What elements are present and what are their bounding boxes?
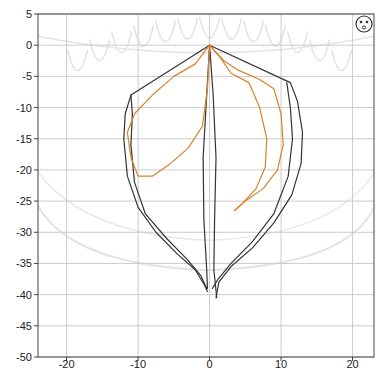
tick-label: 5	[26, 8, 32, 20]
grid-line	[38, 232, 374, 233]
tooth	[244, 21, 264, 42]
tick	[34, 45, 38, 46]
tooth	[134, 25, 154, 46]
tooth	[68, 50, 88, 71]
icon-mouth	[362, 26, 365, 29]
tick-label: -25	[16, 195, 32, 207]
trace	[210, 45, 284, 210]
tooth	[288, 32, 308, 53]
trace	[124, 45, 210, 291]
jaw-line	[38, 165, 374, 240]
trace	[210, 45, 217, 298]
tick-label: -30	[16, 226, 32, 238]
trace	[203, 45, 209, 288]
trace	[210, 45, 267, 210]
tick-label: -20	[16, 164, 32, 176]
trace	[210, 45, 303, 298]
tick-label: -50	[16, 351, 32, 363]
grid-line	[281, 14, 282, 357]
tick	[34, 138, 38, 139]
tick-label: -45	[16, 320, 32, 332]
grid-line	[38, 201, 374, 202]
grid-line	[38, 169, 374, 170]
tooth	[222, 18, 242, 39]
tick-label: -15	[16, 133, 32, 145]
plot-background	[38, 14, 374, 357]
tick	[34, 357, 38, 358]
tooth	[178, 18, 198, 39]
jaw-outline	[38, 17, 374, 270]
icon-eye	[366, 21, 369, 24]
grid-line	[38, 294, 374, 295]
trace	[131, 95, 207, 288]
tick-label: 0	[207, 358, 213, 370]
icon-face	[356, 16, 372, 32]
tooth	[266, 25, 286, 46]
grid-line	[66, 14, 67, 357]
trace	[127, 45, 209, 176]
tick	[34, 263, 38, 264]
grid-line	[352, 14, 353, 357]
tick-label: -10	[16, 102, 32, 114]
tick	[34, 232, 38, 233]
grid-line	[38, 45, 374, 46]
tick-label: 0	[26, 39, 32, 51]
grid-line	[38, 325, 374, 326]
tick-label: -40	[16, 289, 32, 301]
grid-line	[138, 14, 139, 357]
tooth	[310, 40, 330, 61]
tick-label: -5	[22, 70, 32, 82]
tick	[34, 169, 38, 170]
tick-label: 10	[275, 358, 287, 370]
plot-frame	[38, 14, 374, 357]
grid-line	[38, 138, 374, 139]
chart: -20 -10 0 10 20 5 0 -5 -10 -15 -20 -25 -30 -35 -40 -45 -…	[0, 0, 377, 371]
grid-line	[38, 76, 374, 77]
tick	[34, 201, 38, 202]
tick-label: -35	[16, 257, 32, 269]
tick	[34, 294, 38, 295]
series-group	[124, 45, 303, 298]
tick-label: -10	[130, 358, 146, 370]
tick-label: 20	[346, 358, 358, 370]
tooth	[156, 21, 176, 42]
tick	[34, 325, 38, 326]
tooth	[90, 40, 110, 61]
face-icon	[356, 16, 372, 32]
tooth	[332, 50, 352, 71]
grid-line	[209, 14, 210, 357]
tick	[34, 107, 38, 108]
tick	[34, 76, 38, 77]
tick	[34, 14, 38, 15]
icon-eye	[360, 21, 363, 24]
tick-label: -20	[59, 358, 75, 370]
